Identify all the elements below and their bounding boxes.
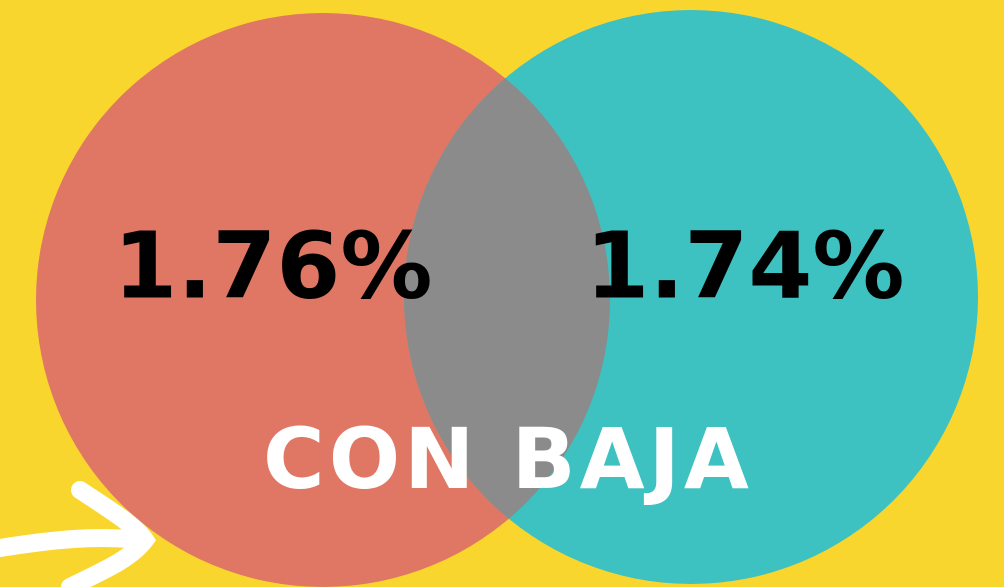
caption: CON BAJA xyxy=(263,410,753,508)
arrow xyxy=(0,481,157,587)
left-label: 1.76% xyxy=(113,212,432,319)
right-label: 1.74% xyxy=(585,212,904,319)
overlap xyxy=(404,13,610,584)
